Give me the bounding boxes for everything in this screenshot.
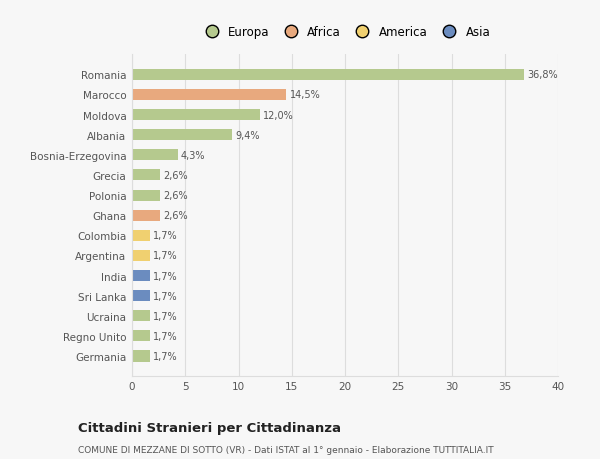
Text: 2,6%: 2,6%: [163, 190, 188, 201]
Bar: [132, 250, 150, 262]
Bar: [132, 351, 150, 362]
Legend: Europa, Africa, America, Asia: Europa, Africa, America, Asia: [196, 22, 494, 42]
Text: Cittadini Stranieri per Cittadinanza: Cittadini Stranieri per Cittadinanza: [78, 421, 341, 434]
Bar: [132, 130, 232, 141]
Text: 1,7%: 1,7%: [154, 231, 178, 241]
Bar: [132, 190, 160, 201]
Bar: [132, 150, 178, 161]
Text: 12,0%: 12,0%: [263, 110, 294, 120]
Bar: [132, 311, 150, 322]
Text: 9,4%: 9,4%: [235, 130, 260, 140]
Bar: [132, 110, 260, 121]
Text: COMUNE DI MEZZANE DI SOTTO (VR) - Dati ISTAT al 1° gennaio - Elaborazione TUTTIT: COMUNE DI MEZZANE DI SOTTO (VR) - Dati I…: [78, 445, 494, 454]
Bar: [132, 170, 160, 181]
Bar: [132, 270, 150, 281]
Text: 1,7%: 1,7%: [154, 291, 178, 301]
Bar: [132, 291, 150, 302]
Text: 1,7%: 1,7%: [154, 351, 178, 361]
Text: 2,6%: 2,6%: [163, 211, 188, 221]
Bar: [132, 210, 160, 221]
Bar: [132, 90, 286, 101]
Text: 1,7%: 1,7%: [154, 331, 178, 341]
Bar: [132, 330, 150, 341]
Text: 36,8%: 36,8%: [527, 70, 558, 80]
Text: 1,7%: 1,7%: [154, 251, 178, 261]
Text: 1,7%: 1,7%: [154, 311, 178, 321]
Bar: [132, 230, 150, 241]
Text: 4,3%: 4,3%: [181, 151, 205, 161]
Text: 14,5%: 14,5%: [290, 90, 320, 100]
Bar: [132, 70, 524, 81]
Text: 2,6%: 2,6%: [163, 171, 188, 180]
Text: 1,7%: 1,7%: [154, 271, 178, 281]
